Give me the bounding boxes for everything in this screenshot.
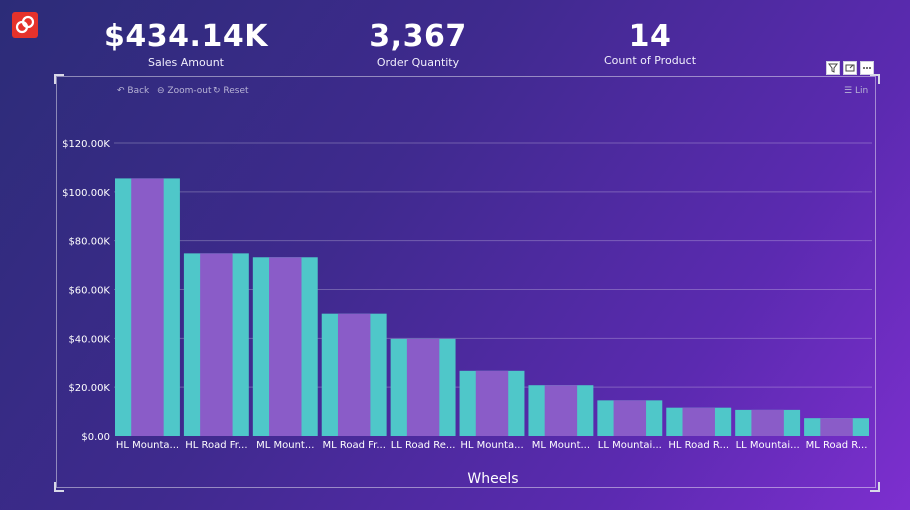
resize-handle[interactable] (54, 74, 64, 84)
brand-logo-icon (12, 12, 38, 38)
x-tick-label: ML Road R... (806, 440, 868, 451)
x-axis-title: Wheels (467, 471, 518, 487)
y-tick-label: $60.00K (68, 286, 110, 297)
x-tick-label: LL Road Re... (391, 440, 456, 451)
bar-inner[interactable] (820, 418, 853, 436)
list-icon: ☰ (844, 86, 853, 96)
y-tick-label: $120.00K (62, 139, 110, 150)
y-tick-label: $80.00K (68, 237, 110, 248)
y-tick-label: $40.00K (68, 334, 110, 345)
reset-button[interactable]: ↻ Reset (213, 86, 249, 96)
bar-inner[interactable] (682, 407, 715, 436)
kpi-value: $434.14K (104, 19, 268, 54)
kpi-count-of-product: 14 Count of Product (590, 18, 710, 68)
bar-inner[interactable] (751, 409, 784, 436)
y-tick-label: $20.00K (68, 383, 110, 394)
bar-inner[interactable] (613, 400, 647, 436)
kpi-value: 14 (628, 19, 672, 54)
x-tick-label: HL Mounta... (460, 440, 523, 451)
more-options-icon[interactable] (860, 61, 874, 75)
kpi-label: Count of Product (603, 54, 697, 67)
y-axis-ticks: $0.00 $20.00K $40.00K $60.00K $80.00K $100.00… (62, 139, 110, 443)
resize-handle[interactable] (870, 482, 880, 492)
reset-icon: ↻ (213, 86, 221, 96)
x-tick-label: LL Mountai... (736, 440, 800, 451)
x-tick-label: HL Mounta... (116, 440, 179, 451)
x-tick-label: ML Road Fr... (322, 440, 385, 451)
kpi-label: Sales Amount (147, 56, 224, 69)
chart-visual-frame[interactable] (56, 76, 876, 488)
kpi-order-quantity: 3,367 Order Quantity (348, 18, 488, 70)
kpi-label: Order Quantity (376, 56, 460, 69)
bar-inner[interactable] (406, 338, 440, 436)
scale-label: Lin (854, 86, 869, 96)
bar-inner[interactable] (269, 257, 302, 436)
scale-toggle-button[interactable]: ☰ Lin (844, 86, 868, 96)
y-tick-label: $0.00 (81, 432, 110, 443)
x-tick-label: HL Road Fr... (185, 440, 247, 451)
x-tick-label: HL Road R... (668, 440, 729, 451)
reset-label: Reset (223, 86, 249, 96)
filter-icon[interactable] (826, 61, 840, 75)
kpi-value: 3,367 (369, 19, 467, 54)
back-button[interactable]: ↶ Back (117, 86, 149, 96)
bar-inner[interactable] (544, 385, 578, 436)
zoom-out-label: Zoom-out (167, 86, 212, 96)
back-label: Back (127, 86, 150, 96)
y-tick-label: $100.00K (62, 188, 110, 199)
bar-inner[interactable] (200, 253, 233, 436)
x-tick-label: ML Mount... (256, 440, 314, 451)
focus-mode-icon[interactable] (843, 61, 857, 75)
x-axis-ticks: HL Mounta... HL Road Fr... ML Mount... ML R… (116, 440, 868, 451)
bar-inner[interactable] (337, 313, 371, 436)
kpi-sales-amount: $434.14K Sales Amount (100, 18, 272, 70)
back-arrow-icon: ↶ (117, 86, 125, 96)
zoom-out-icon: ⊖ (157, 86, 165, 96)
zoom-out-button[interactable]: ⊖ Zoom-out (157, 86, 212, 96)
x-tick-label: ML Mount... (532, 440, 590, 451)
x-tick-label: LL Mountai... (598, 440, 662, 451)
resize-handle[interactable] (54, 482, 64, 492)
bars (115, 178, 869, 436)
resize-handle[interactable] (870, 74, 880, 84)
bar-inner[interactable] (475, 370, 509, 436)
bar-inner[interactable] (131, 178, 164, 436)
